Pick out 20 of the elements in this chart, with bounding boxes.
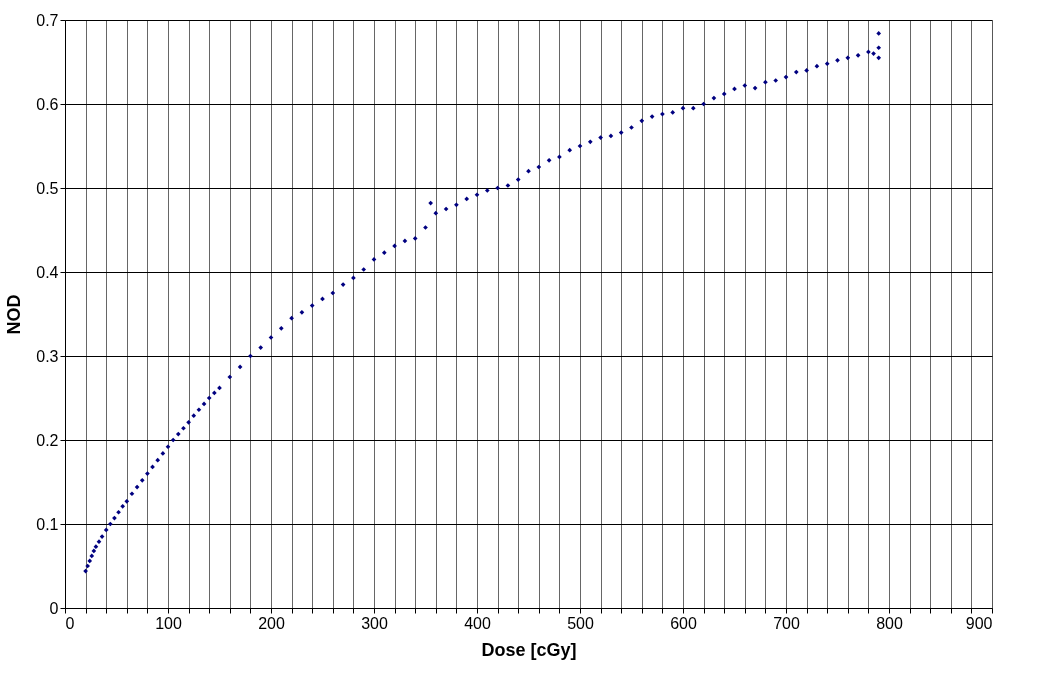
y-tick-label: 0: [49, 599, 59, 617]
y-tick-label: 0.4: [36, 263, 59, 281]
x-tick-label: 500: [567, 614, 594, 632]
y-tick-label: 0.7: [36, 11, 59, 29]
x-tick-label: 700: [773, 614, 800, 632]
y-tick-label: 0.2: [36, 431, 59, 449]
x-tick-label: 0: [65, 614, 75, 632]
x-tick-label: 400: [464, 614, 491, 632]
x-tick-label: 600: [670, 614, 697, 632]
x-tick-label: 800: [876, 614, 903, 632]
x-tick-label: 100: [155, 614, 182, 632]
y-axis-title: NOD: [4, 294, 25, 335]
x-tick-label: 900: [965, 614, 993, 632]
y-tick-label: 0.5: [36, 179, 59, 197]
x-tick-label: 200: [258, 614, 285, 632]
y-tick-label: 0.1: [36, 515, 59, 533]
x-axis-title: Dose [cGy]: [481, 639, 577, 660]
y-tick-label: 0.6: [36, 95, 59, 113]
x-tick-label: 300: [361, 614, 388, 632]
y-tick-label: 0.3: [36, 347, 59, 365]
